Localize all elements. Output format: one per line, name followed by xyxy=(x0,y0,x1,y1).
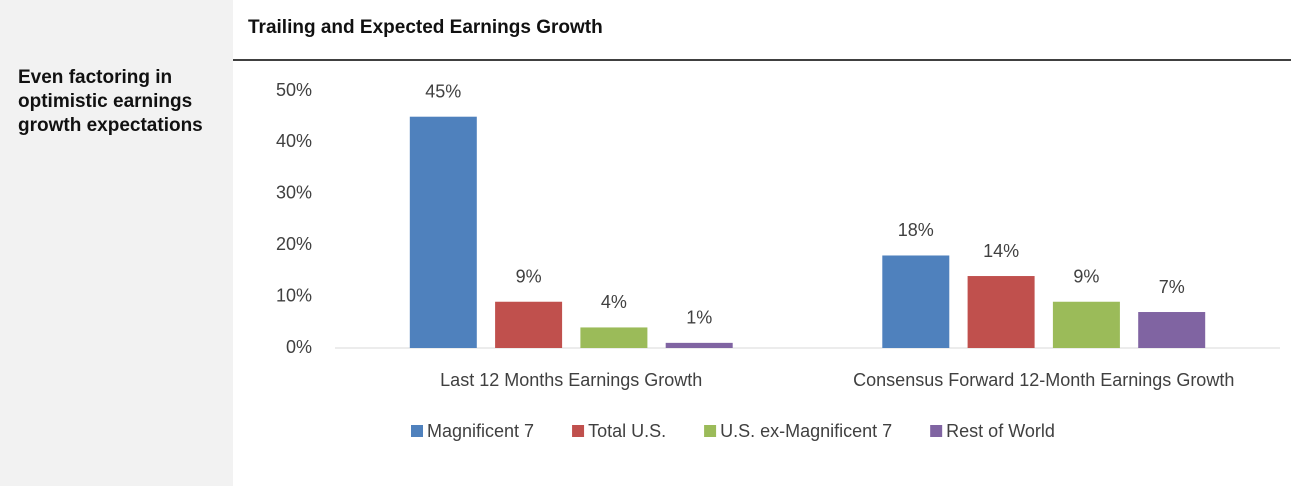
bar xyxy=(1052,301,1120,348)
bar xyxy=(665,342,733,348)
legend-swatch xyxy=(572,425,585,437)
legend-label: U.S. ex-Magnificent 7 xyxy=(720,421,892,441)
y-tick-label: 10% xyxy=(276,285,312,305)
legend-swatch xyxy=(411,425,423,437)
x-tick-label: Consensus Forward 12-Month Earnings Grow… xyxy=(853,370,1234,390)
legend-label: Rest of World xyxy=(946,421,1055,441)
data-label: 1% xyxy=(686,308,712,328)
sidebar-text: Even factoring in optimistic earnings gr… xyxy=(18,67,203,136)
chart-title: Trailing and Expected Earnings Growth xyxy=(248,17,603,38)
y-tick-label: 20% xyxy=(276,234,312,254)
bar xyxy=(580,327,648,348)
legend-swatch xyxy=(930,425,943,437)
data-label: 4% xyxy=(601,292,627,312)
data-label: 7% xyxy=(1159,277,1185,297)
sidebar: Even factoring in optimistic earnings gr… xyxy=(0,0,233,486)
data-label: 9% xyxy=(516,266,542,286)
y-tick-label: 0% xyxy=(286,337,312,357)
data-label: 45% xyxy=(425,81,461,101)
bar xyxy=(1138,312,1206,348)
bar xyxy=(495,301,563,348)
data-label: 9% xyxy=(1073,266,1099,286)
y-tick-label: 30% xyxy=(276,183,312,203)
y-tick-label: 50% xyxy=(276,80,312,100)
bar xyxy=(882,255,950,348)
data-label: 14% xyxy=(983,241,1019,261)
legend-label: Magnificent 7 xyxy=(427,421,534,441)
y-tick-label: 40% xyxy=(276,131,312,151)
bar xyxy=(409,116,477,348)
bar xyxy=(967,276,1035,348)
legend-label: Total U.S. xyxy=(588,421,666,441)
x-tick-label: Last 12 Months Earnings Growth xyxy=(440,370,702,390)
legend-swatch xyxy=(704,425,717,437)
data-label: 18% xyxy=(898,220,934,240)
